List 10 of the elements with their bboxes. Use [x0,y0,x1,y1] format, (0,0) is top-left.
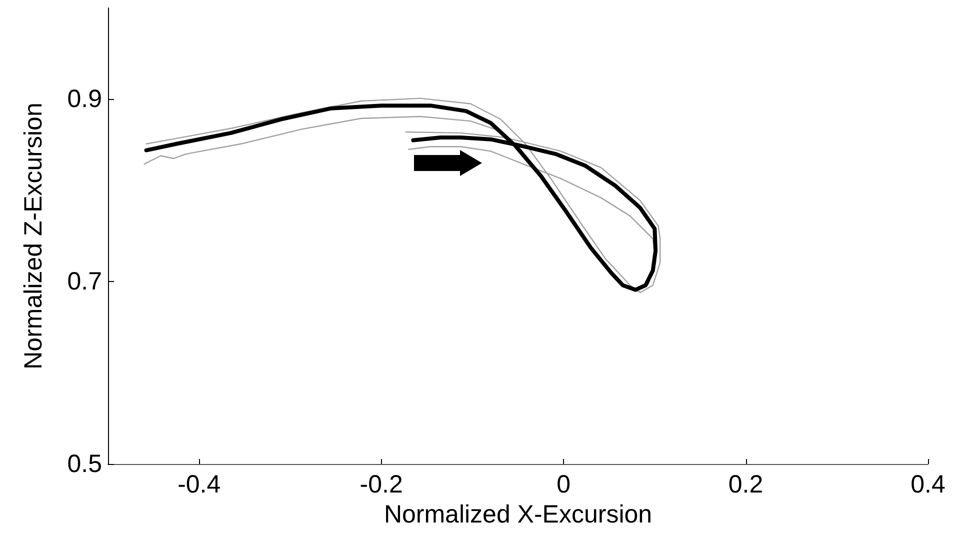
x-tick-label: 0 [556,470,571,498]
y-tick-label: 0.7 [67,268,102,296]
x-tick-label: 0.4 [910,470,946,498]
y-tick-label: 0.9 [67,85,102,114]
y-axis-title: Normalized Z-Excursion [20,102,48,370]
y-tick-label: 0.5 [67,450,102,478]
x-tick-label: -0.2 [360,470,403,498]
x-tick-label: -0.4 [178,470,221,498]
x-tick-label: 0.2 [728,470,764,498]
x-axis-title: Normalized X-Excursion [384,500,652,528]
